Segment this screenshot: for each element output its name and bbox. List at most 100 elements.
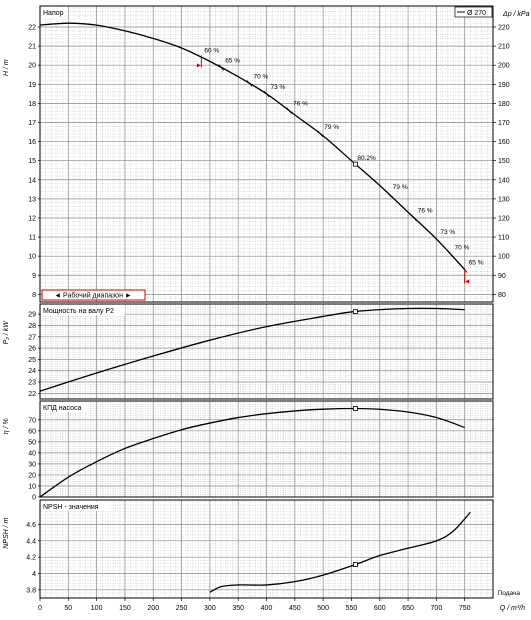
y-tick-label: 4.6 — [26, 522, 36, 529]
y2-tick-label: 110 — [498, 235, 509, 242]
panel-head: 8 9 10 11 12 13 14 15 16 17 18 19 20 21 22 80 90 100 110 12… — [3, 5, 530, 303]
y-tick-label: 60 — [28, 428, 36, 435]
efficiency-mark — [246, 80, 253, 87]
x-tick-label: 400 — [261, 605, 273, 612]
legend-label: Ø 270 — [467, 10, 486, 17]
x-tick-label: 700 — [431, 605, 443, 612]
y2-tick-label: 220 — [498, 25, 510, 32]
panel-title-bg — [41, 501, 109, 511]
range-mark-label: 60 % — [204, 47, 219, 54]
efficiency-mark — [447, 251, 454, 258]
bep-marker — [353, 562, 358, 567]
efficiency-label: 79 % — [324, 124, 339, 131]
y2-tick-label: 80 — [498, 292, 506, 299]
panel-title-bg — [41, 305, 125, 315]
y-tick-label: 30 — [28, 461, 36, 468]
y-tick-label: 20 — [28, 63, 36, 70]
y2-tick-label: 140 — [498, 177, 510, 184]
efficiency-mark — [218, 64, 225, 71]
y2-tick-label: 160 — [498, 139, 510, 146]
x-tick-label: 650 — [402, 605, 414, 612]
efficiency-label: 70 % — [254, 74, 269, 81]
y-tick-label: 25 — [28, 357, 36, 364]
curve-npsh — [209, 511, 471, 593]
efficiency-label: 76 % — [418, 208, 433, 215]
y-tick-label: 11 — [29, 235, 36, 242]
y-tick-label: 4.4 — [26, 538, 36, 545]
x-tick-label: 300 — [204, 605, 216, 612]
y-tick-label: 4 — [32, 571, 36, 578]
y-tick-label: 27 — [28, 334, 36, 341]
y-axis-label: η / % — [3, 418, 10, 434]
x-tick-label: 750 — [459, 605, 471, 612]
efficiency-label: 65 % — [469, 260, 484, 267]
curve-head — [39, 22, 466, 270]
y-tick-label: 3.8 — [26, 587, 36, 594]
panel-frame-head — [39, 5, 494, 303]
efficiency-label: 73 % — [440, 229, 455, 236]
efficiency-mark — [317, 130, 324, 138]
efficiency-label: 76 % — [293, 101, 308, 108]
panel-title-bg — [41, 7, 68, 17]
efficiency-label: 79 % — [393, 184, 408, 191]
range-label-box — [41, 289, 146, 301]
panel-title-bg — [41, 402, 88, 412]
y2-tick-label: 150 — [498, 158, 510, 165]
x-tick-label: 150 — [119, 605, 131, 612]
y-tick-label: 24 — [28, 368, 36, 375]
y-tick-label: 19 — [28, 82, 36, 89]
panel-frame-power — [39, 303, 494, 400]
y2-tick-label: 130 — [498, 196, 510, 203]
y2-tick-label: 180 — [498, 101, 510, 108]
y-tick-label: 13 — [28, 196, 36, 203]
y-tick-label: 20 — [28, 472, 36, 479]
y-axis-label: P₂ / kW — [3, 320, 10, 345]
panel-power: 22 23 24 25 26 27 28 29 P₂ / kW Мощность на валу … — [3, 303, 494, 400]
y-tick-label: 10 — [28, 254, 36, 261]
y-tick-label: 50 — [28, 439, 36, 446]
y-tick-label: 70 — [28, 417, 36, 424]
y2-tick-label: 100 — [498, 254, 510, 261]
panel-frame-eff — [39, 400, 494, 498]
y-tick-label: 9 — [32, 273, 36, 280]
x-tick-label: 450 — [289, 605, 301, 612]
range-label: ◄ Рабочий диапазон ► — [54, 292, 132, 300]
y2-tick-label: 200 — [498, 63, 510, 70]
panel-title: Мощность на валу P2 — [43, 308, 114, 315]
y2-tick-label: 90 — [498, 273, 506, 280]
y2-tick-label: 190 — [498, 82, 510, 89]
y-tick-label: 0 — [32, 495, 36, 502]
y-tick-label: 10 — [28, 483, 36, 490]
range-arrow — [196, 63, 201, 68]
efficiency-mark — [410, 214, 417, 221]
curve-eff — [39, 407, 465, 498]
y-tick-label: 4.2 — [26, 555, 36, 562]
panel-title: КПД насоса — [43, 405, 82, 412]
panel-title: NPSH - значения — [43, 504, 99, 511]
curve-power — [39, 307, 465, 392]
y-axis-label: H / m — [3, 59, 10, 76]
bep-marker — [353, 406, 358, 411]
y-tick-label: 29 — [28, 312, 36, 319]
efficiency-mark — [263, 90, 270, 98]
range-end-arrow — [465, 279, 470, 284]
major-grid-head — [39, 6, 493, 302]
x-tick-label: 350 — [232, 605, 244, 612]
y2-axis-label: Δp / kPa — [502, 11, 530, 18]
y2-tick-label: 120 — [498, 215, 510, 222]
x-tick-label: 50 — [64, 605, 72, 612]
y-tick-label: 22 — [28, 25, 36, 32]
y-tick-label: 12 — [28, 215, 36, 222]
efficiency-mark — [386, 190, 392, 198]
panel-eff: 0 10 20 30 40 50 60 70 η / % КПД насоса — [3, 400, 494, 502]
x-axis-label-extra: Подача — [498, 590, 521, 597]
y-tick-label: 15 — [28, 158, 36, 165]
y-axis-label: NPSH / m — [3, 517, 10, 548]
y-tick-label: 21 — [28, 44, 36, 51]
y2-tick-label: 210 — [498, 44, 510, 51]
bep-marker — [353, 309, 358, 315]
efficiency-label: 65 % — [225, 57, 240, 64]
y-tick-label: 23 — [28, 380, 36, 387]
major-grid-power — [39, 304, 493, 399]
